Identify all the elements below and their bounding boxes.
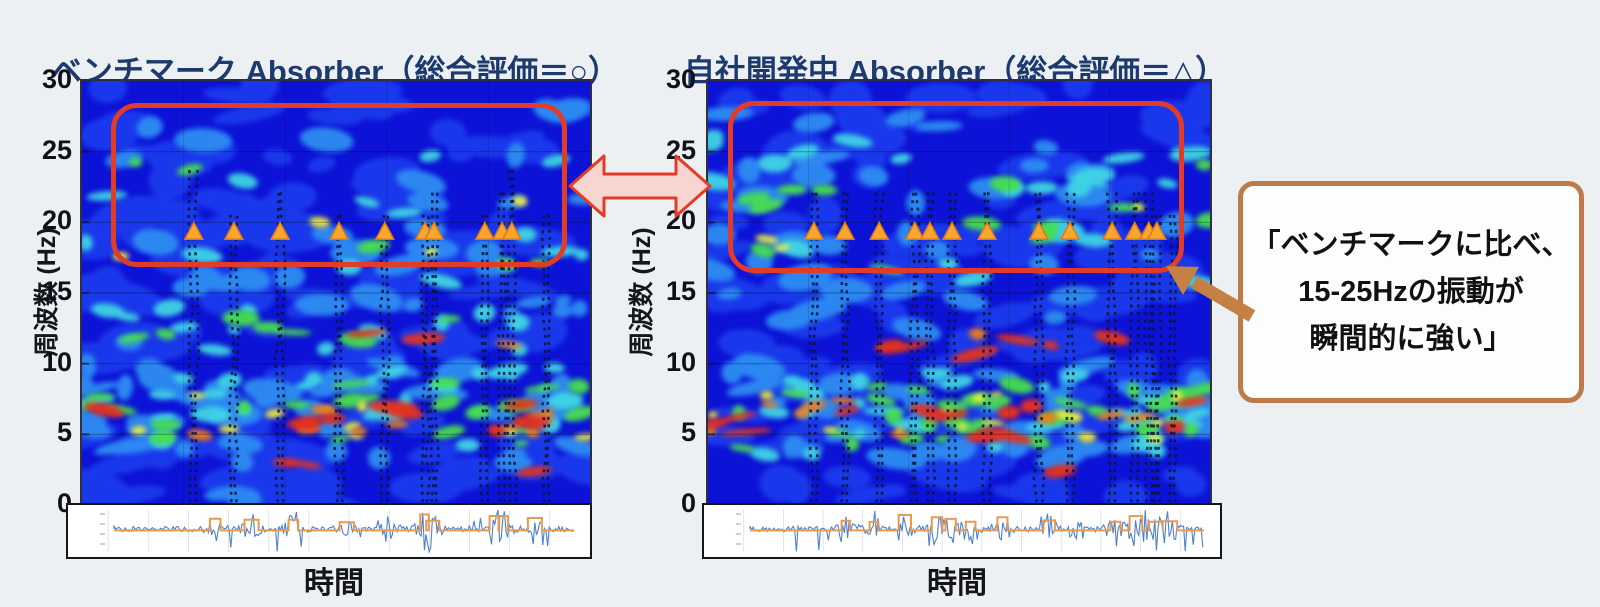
callout-note: 「ベンチマークに比べ、 15-25Hzの振動が 瞬間的に強い」 (1238, 181, 1584, 403)
callout-line-1: 「ベンチマークに比べ、 (1251, 228, 1571, 261)
callout-arrow-icon (1166, 266, 1256, 322)
callout-line-3: 瞬間的に強い」 (1309, 322, 1513, 355)
y-tick-label-20hz: 20 (41, 205, 72, 236)
y-tick-label-30hz: 30 (665, 64, 696, 94)
y-tick-label-10hz: 10 (665, 346, 696, 377)
y-tick-label-25hz: 25 (41, 134, 72, 165)
spectrogram-heatmap-benchmark (80, 79, 592, 507)
y-tick-label-15hz: 15 (665, 276, 696, 306)
y-tick-label-0hz: 0 (680, 488, 696, 518)
waveform-inset-benchmark (66, 503, 592, 559)
y-tick-label-5hz: 5 (680, 417, 696, 448)
y-tick-label-15hz: 15 (41, 276, 72, 306)
waveform-inset-inhouse (702, 503, 1222, 559)
spectrogram-heatmap-inhouse (706, 79, 1212, 507)
callout-line-2: 15-25Hzの振動が (1298, 275, 1524, 308)
y-tick-label-30hz: 30 (41, 64, 72, 94)
y-tick-label-10hz: 10 (41, 346, 72, 377)
x-axis-label-right: 時間 (927, 567, 987, 600)
comparison-double-arrow-icon (568, 154, 712, 218)
x-axis-label-left: 時間 (304, 567, 364, 600)
y-tick-label-5hz: 5 (56, 417, 72, 448)
